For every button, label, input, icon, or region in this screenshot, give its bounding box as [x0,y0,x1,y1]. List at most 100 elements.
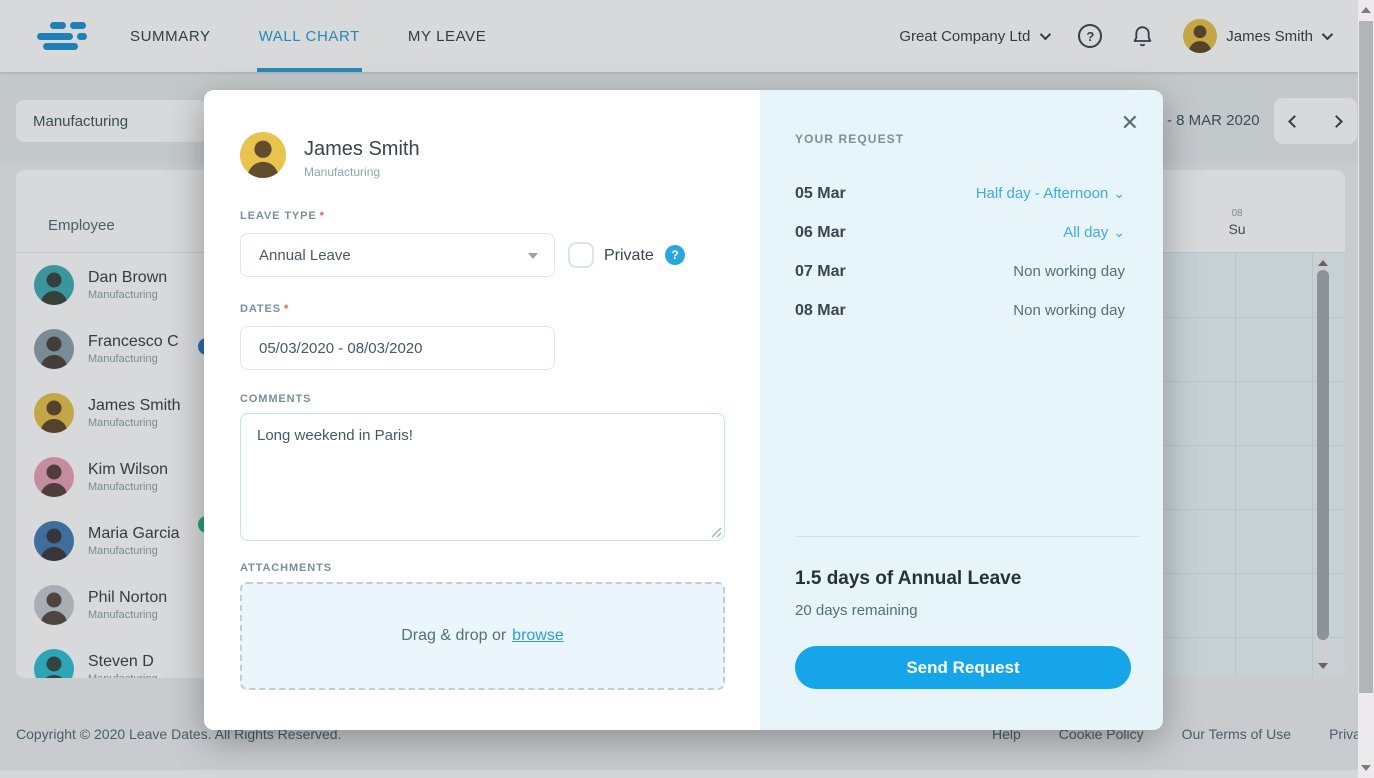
request-day-date: 06 Mar [795,223,846,241]
private-label: Private [604,247,654,264]
required-marker: * [319,210,325,222]
footer-link[interactable]: Help [992,726,1021,742]
scroll-down-icon[interactable] [1361,765,1371,771]
request-day-row: 05 Mar Half day - Afternoon ⌄ [795,174,1125,213]
leave-dates-logo-icon[interactable] [37,22,87,50]
employee-name: James Smith [88,396,181,414]
request-day-value: Non working day [1013,263,1125,280]
chevron-down-icon: ⌄ [1113,223,1125,240]
footer-link[interactable]: Cookie Policy [1058,726,1144,742]
summary-remaining: 20 days remaining [795,602,918,619]
dates-input[interactable] [240,326,555,370]
day-weekday: Su [1228,221,1246,237]
browse-link[interactable]: browse [512,627,564,644]
request-summary-panel: ✕ YOUR REQUEST 05 Mar Half day - Afterno… [760,90,1163,730]
request-day-date: 08 Mar [795,301,846,319]
request-day-row: 07 Mar Non working day ⌄ [795,252,1125,291]
employee-row[interactable]: Phil Norton Manufacturing [16,573,212,637]
help-icon[interactable]: ? [1078,24,1103,48]
request-day-date: 05 Mar [795,184,846,202]
employee-row[interactable]: Steven D Manufacturing [16,637,212,678]
copyright-text: Copyright © 2020 Leave Dates. All Rights… [16,726,342,742]
employee-avatar [34,265,74,305]
nav-right-cluster: Great Company Ltd ? James Smith [899,0,1334,72]
request-day-value: Non working day [1013,302,1125,319]
employee-name: Kim Wilson [88,460,169,478]
chart-scrollbar-thumb[interactable] [1317,270,1329,640]
nav-tab[interactable]: WALL CHART [256,0,363,72]
request-panel-title: YOUR REQUEST [795,132,905,146]
top-nav: SUMMARY WALL CHART MY LEAVE Great Compan… [0,0,1358,72]
employee-name: Phil Norton [88,588,168,606]
employee-department: Manufacturing [88,545,158,557]
nav-tab-label: MY LEAVE [407,27,487,45]
request-day-date: 07 Mar [795,262,846,280]
send-request-button[interactable]: Send Request [795,646,1131,689]
nav-tab[interactable]: SUMMARY [130,0,211,72]
request-day-value: All day [1063,224,1109,241]
summary-divider [795,536,1139,537]
summary-total: 1.5 days of Annual Leave [795,568,1022,589]
employee-row[interactable]: Francesco C Manufacturing [16,317,212,381]
attachments-dropzone[interactable]: Drag & drop or browse [240,582,725,690]
attachments-label: ATTACHMENTS [240,562,332,574]
page-scrollbar[interactable] [1358,0,1374,778]
chart-scrollbar[interactable] [1316,255,1330,674]
employee-name: Steven D [88,652,154,670]
dropdown-arrow-icon [528,253,538,259]
chevron-down-icon: ⌄ [1113,184,1125,201]
footer-link[interactable]: Our Terms of Use [1181,726,1292,742]
employee-avatar [34,585,74,625]
date-range-label: - 8 MAR 2020 [1167,112,1260,129]
employee-name: Dan Brown [88,268,168,286]
request-day-row: 08 Mar Non working day ⌄ [795,291,1125,330]
request-day-option[interactable]: Half day - Afternoon ⌄ [976,185,1125,202]
employee-avatar [34,521,74,561]
scroll-up-icon[interactable] [1361,7,1371,13]
employee-row[interactable]: Dan Brown Manufacturing [16,253,212,317]
employee-row[interactable]: James Smith Manufacturing [16,381,212,445]
request-day-option[interactable]: All day ⌄ [1063,224,1125,241]
leave-type-value: Annual Leave [259,246,351,264]
scroll-up-icon[interactable] [1318,260,1328,266]
close-icon[interactable]: ✕ [1120,110,1139,135]
scroll-down-icon[interactable] [1318,663,1328,669]
nav-tab-label: WALL CHART [258,27,360,45]
page-bottom-strip [0,770,1358,778]
company-dropdown[interactable]: Great Company Ltd [899,27,1052,45]
employee-department: Manufacturing [88,417,158,429]
employee-name: Maria Garcia [88,524,180,542]
employee-avatar [34,393,74,433]
nav-tab[interactable]: MY LEAVE [408,0,486,72]
employee-avatar [34,329,74,369]
leave-type-select[interactable]: Annual Leave [240,233,555,277]
comments-label: COMMENTS [240,393,312,405]
department-filter[interactable]: Manufacturing [16,100,206,142]
private-help-icon[interactable]: ? [665,245,685,265]
employee-row[interactable]: Kim Wilson Manufacturing [16,445,212,509]
employee-department: Manufacturing [88,609,158,621]
employee-department: Manufacturing [88,289,158,301]
date-range-nav [1274,98,1357,144]
user-name: James Smith [1226,27,1313,45]
employee-name: Francesco C [88,332,179,350]
requester-department: Manufacturing [304,165,381,179]
user-menu[interactable]: James Smith [1183,19,1334,53]
notifications-bell-icon[interactable] [1132,25,1153,48]
requester-avatar [240,132,286,178]
comments-textarea[interactable]: Long weekend in Paris! [240,413,725,541]
department-filter-value: Manufacturing [33,112,129,130]
dropzone-text: Drag & drop or [401,627,507,644]
employee-list: Dan Brown Manufacturing Francesco C Manu… [16,253,212,678]
nav-tab-label: SUMMARY [130,27,211,45]
employee-row[interactable]: Maria Garcia Manufacturing [16,509,212,573]
page-scrollbar-thumb[interactable] [1359,21,1373,693]
employee-avatar [34,649,74,678]
leave-type-label: LEAVE TYPE * [240,210,325,222]
leave-request-form: James Smith Manufacturing LEAVE TYPE * An… [204,90,760,730]
request-day-row: 06 Mar All day ⌄ [795,213,1125,252]
company-name: Great Company Ltd [899,27,1031,45]
private-checkbox[interactable] [568,242,594,268]
leave-request-modal: James Smith Manufacturing LEAVE TYPE * An… [204,90,1163,730]
dates-label: DATES * [240,303,290,315]
